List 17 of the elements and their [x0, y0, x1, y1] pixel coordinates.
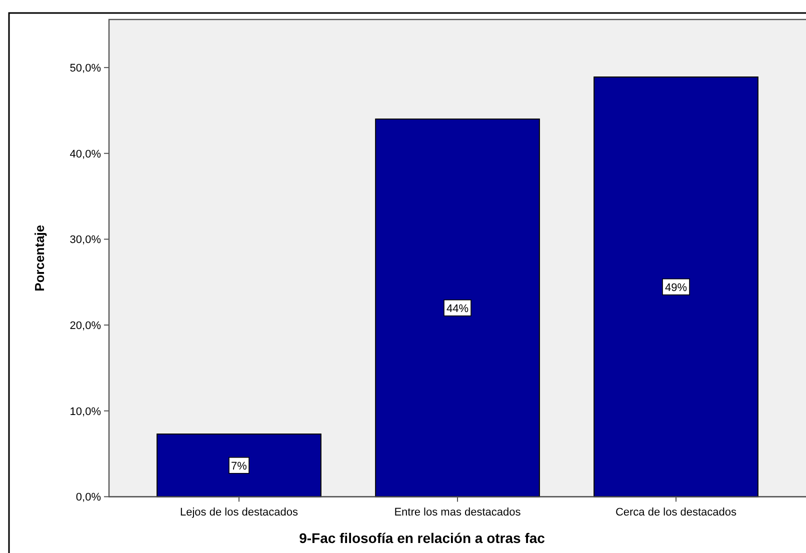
y-tick-label: 30,0% — [70, 234, 102, 246]
y-tick-label: 0,0% — [76, 492, 102, 504]
y-tick-label: 40,0% — [70, 148, 102, 160]
y-tick-label: 20,0% — [70, 320, 102, 332]
bar — [156, 434, 322, 498]
data-label: 44% — [446, 302, 469, 315]
bar — [375, 118, 540, 498]
y-tick-label: 10,0% — [70, 406, 102, 418]
data-label: 49% — [664, 282, 688, 294]
y-axis-title: Porcentaje — [32, 224, 47, 292]
bar — [594, 76, 758, 498]
x-tick-label: Entre los mas destacados — [394, 506, 522, 519]
x-axis-title: 9-Fac filosofía en relación a otras fac — [299, 530, 546, 546]
y-tick-label: 50,0% — [70, 62, 102, 75]
x-tick-label: Lejos de los destacados — [180, 506, 299, 519]
x-tick-label: Cerca de los destacados — [615, 506, 738, 519]
data-label: 7% — [231, 460, 248, 472]
